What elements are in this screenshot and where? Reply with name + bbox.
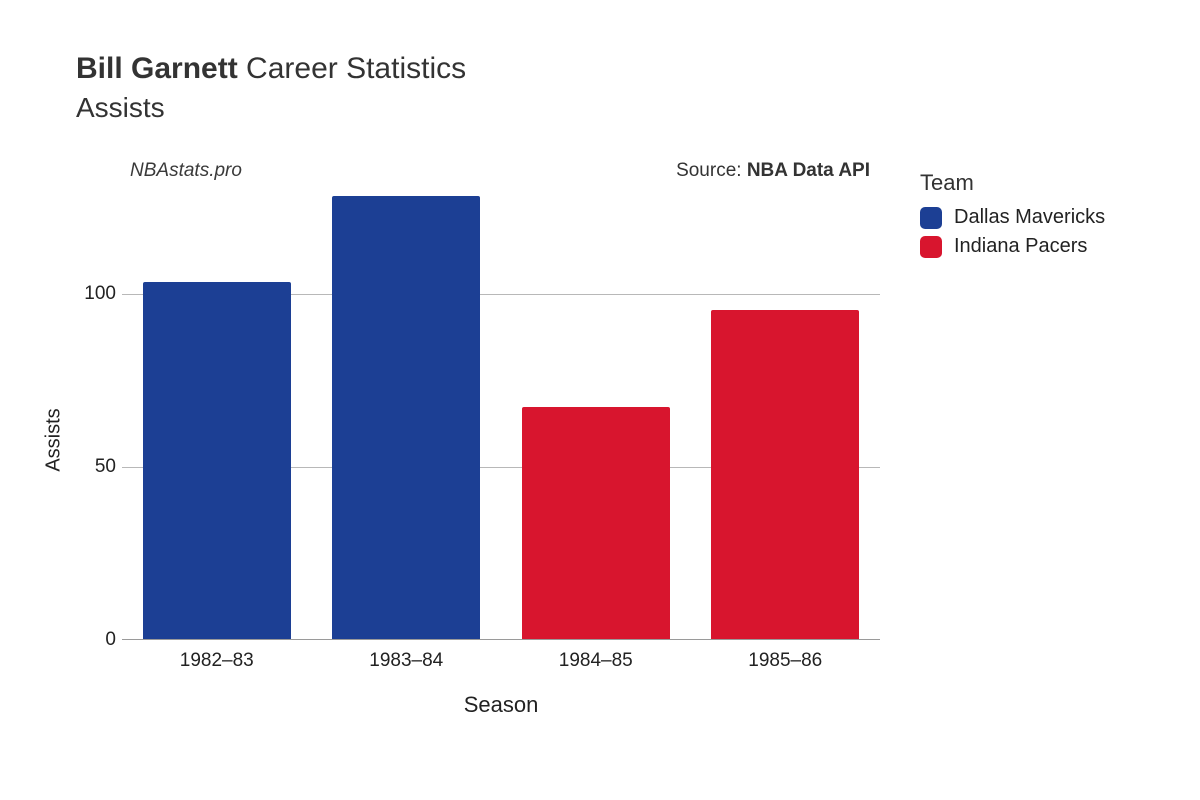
source-name: NBA Data API (747, 160, 870, 181)
legend-swatch (920, 207, 942, 229)
plot-area (122, 190, 880, 640)
plot-wrap: Assists 050100 1982–831983–841984–851985… (60, 190, 880, 690)
chart-subtitle: Assists (76, 92, 466, 124)
y-axis-label: Assists (43, 408, 66, 471)
title-suffix: Career Statistics (246, 52, 466, 85)
legend-label: Indiana Pacers (954, 235, 1087, 258)
legend-label: Dallas Mavericks (954, 206, 1105, 229)
x-tick-label: 1984–85 (559, 650, 633, 672)
x-axis-label: Season (122, 692, 880, 718)
x-tick-label: 1983–84 (369, 650, 443, 672)
bar (522, 407, 670, 639)
legend-item: Indiana Pacers (920, 235, 1105, 258)
bar (143, 282, 291, 639)
attribution-row: NBAstats.pro Source: NBA Data API (130, 160, 870, 182)
site-attribution: NBAstats.pro (130, 160, 242, 182)
player-name: Bill Garnett (76, 52, 238, 85)
title-block: Bill Garnett Career Statistics Assists (76, 52, 466, 124)
bar (332, 196, 480, 639)
y-tick-label: 0 (105, 629, 116, 651)
y-tick: 50 (70, 467, 116, 489)
source-label: Source: (676, 160, 747, 181)
chart-page: Bill Garnett Career Statistics Assists N… (0, 0, 1200, 800)
legend: Team Dallas Mavericks Indiana Pacers (920, 170, 1105, 264)
y-tick-label: 100 (84, 283, 116, 305)
source-attribution: Source: NBA Data API (676, 160, 870, 182)
legend-swatch (920, 236, 942, 258)
x-tick-label: 1982–83 (180, 650, 254, 672)
legend-item: Dallas Mavericks (920, 206, 1105, 229)
legend-title: Team (920, 170, 1105, 196)
bar (711, 310, 859, 639)
y-tick-label: 50 (95, 456, 116, 478)
x-tick-label: 1985–86 (748, 650, 822, 672)
legend-items: Dallas Mavericks Indiana Pacers (920, 206, 1105, 258)
y-tick: 100 (70, 294, 116, 316)
chart-title: Bill Garnett Career Statistics (76, 52, 466, 86)
y-tick: 0 (70, 640, 116, 662)
